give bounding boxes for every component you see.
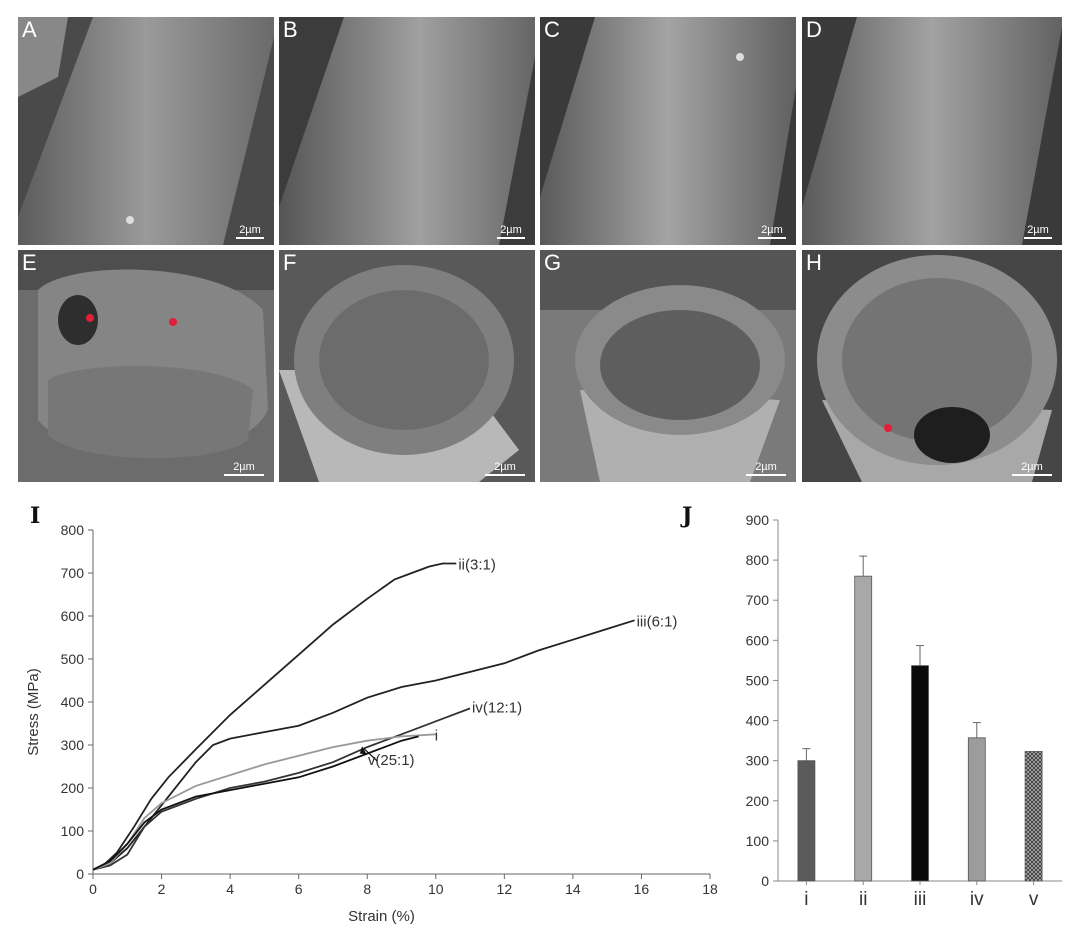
y-tick-label: 600 [746,632,770,648]
scale-bar: 2µm [236,224,264,239]
annotation-arrow [363,748,378,762]
y-tick-label: 100 [61,823,85,839]
scale-bar-label: 2µm [755,461,777,473]
x-tick-label: 10 [428,881,444,897]
y-tick-label: 900 [746,512,770,528]
y-tick-label: 0 [761,873,769,889]
sem-panel-c: C 2µm [540,17,796,245]
annotation-arrowhead [359,746,367,755]
sem-fiber-image [18,17,274,245]
series-line-1 [92,562,457,871]
scale-bar-label: 2µm [239,224,261,236]
panel-label: H [806,250,822,275]
x-tick-label: 2 [158,881,166,897]
x-tick-label: iii [914,889,927,910]
panel-label: D [806,17,822,42]
panel-label: C [544,17,560,42]
panel-label: F [283,250,297,275]
sem-panel-d: D 2µm [802,17,1062,245]
curve-annotation: iv(12:1) [472,699,522,716]
sem-panel-b: B 2µm [279,17,535,245]
sem-cross-section-image [279,250,535,482]
sem-panel-f: F 2µm [279,250,535,482]
bar-iii [911,665,929,882]
bar-i [797,760,816,882]
series-line-2 [92,619,635,871]
panel-label: B [283,17,298,42]
scale-bar: 2µm [497,224,525,239]
scale-bar: 2µm [758,224,786,239]
y-tick-label: 400 [61,694,85,710]
scale-bar: 2µm [746,461,786,476]
curve-annotation: ii(3:1) [458,557,496,574]
y-tick-label: 500 [746,672,770,688]
sem-panel-e: E 2µm [18,250,274,482]
x-tick-label: 4 [226,881,234,897]
sem-cross-section-image [18,250,274,482]
sem-fiber-image [279,17,535,245]
scale-bar: 2µm [485,461,525,476]
y-tick-label: 0 [76,866,84,882]
series-line-5 [92,735,419,871]
scale-bar-label: 2µm [233,461,255,473]
bar-ii [854,575,873,882]
scale-bar: 2µm [224,461,264,476]
y-tick-label: 300 [61,737,85,753]
scale-bar: 2µm [1024,224,1052,239]
panel-label: A [22,17,37,42]
scale-bar: 2µm [1012,461,1052,476]
x-tick-label: 14 [565,881,581,897]
y-tick-label: 200 [61,780,85,796]
x-axis-label: Strain (%) [348,908,415,925]
sem-fiber-image [802,17,1062,245]
chart-j-label: J [682,503,693,529]
sem-fiber-image [540,17,796,245]
scale-bar-label: 2µm [1021,461,1043,473]
x-tick-label: iv [970,889,984,910]
sem-panel-g: G 2µm [540,250,796,482]
y-tick-label: 700 [61,565,85,581]
scale-bar-label: 2µm [500,224,522,236]
x-tick-label: 16 [634,881,650,897]
curve-annotation: iii(6:1) [637,613,678,630]
y-tick-label: 500 [61,651,85,667]
bar-v [1024,751,1043,882]
x-tick-label: ii [859,889,867,910]
y-axis-label: Stress (MPa) [25,668,42,756]
sem-cross-section-image [802,250,1062,482]
x-tick-label: 6 [295,881,303,897]
y-tick-label: 700 [746,592,770,608]
scale-bar-label: 2µm [761,224,783,236]
bar-iv [967,737,986,882]
panel-label: E [22,250,37,275]
y-tick-label: 300 [746,753,770,769]
y-tick-label: 100 [746,833,770,849]
y-tick-label: 800 [746,552,770,568]
scale-bar-label: 2µm [1027,224,1049,236]
y-tick-label: 200 [746,793,770,809]
y-tick-label: 400 [746,713,770,729]
sem-cross-section-image [540,250,796,482]
x-tick-label: 0 [89,881,97,897]
y-tick-label: 600 [61,608,85,624]
x-tick-label: i [804,889,808,910]
sem-panel-h: H 2µm [802,250,1062,482]
panel-label: G [544,250,562,275]
x-tick-label: 8 [363,881,371,897]
chart-i-label: I [30,503,41,529]
stress-strain-chart: 0 100 200 300 400 500 600 700 800 0 2 4 6 8 10 12 14 16 18… [25,522,718,925]
series-line-3 [92,707,471,871]
sem-panel-a: A 2µm [18,17,274,245]
x-tick-label: 18 [702,881,718,897]
curve-annotation: i [435,727,438,744]
x-tick-label: v [1029,889,1039,910]
y-tick-label: 800 [61,522,85,538]
curve-annotation: v(25:1) [368,752,415,769]
scale-bar-label: 2µm [494,461,516,473]
x-tick-label: 12 [497,881,513,897]
